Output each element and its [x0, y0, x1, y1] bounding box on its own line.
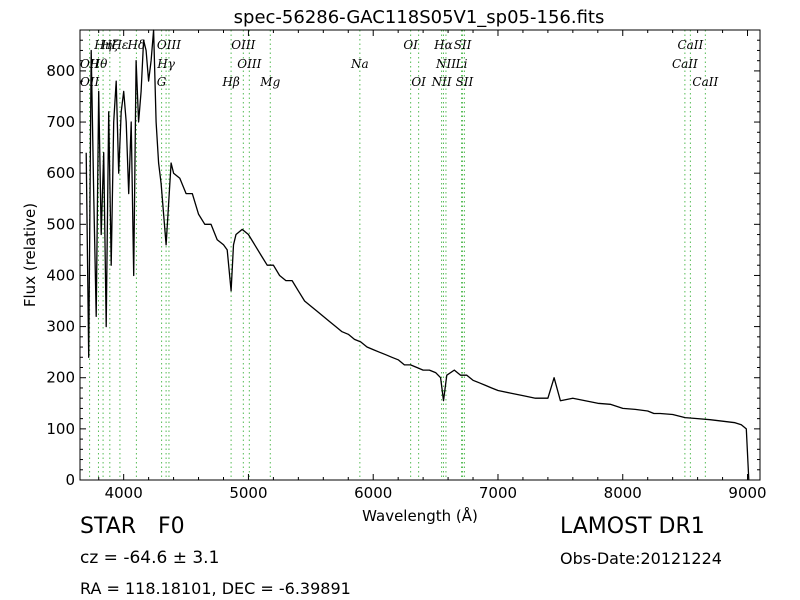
x-axis-label: Wavelength (Å): [362, 506, 478, 525]
flux-series-line: [85, 29, 750, 481]
spectral-line-label: G: [157, 75, 167, 89]
spectral-line-label: SII: [456, 75, 474, 89]
y-tick-label: 200: [46, 369, 75, 387]
spectral-line-label: Mg: [259, 75, 280, 89]
spectral-line-label: Na: [350, 57, 369, 71]
spectral-line-label: Hε: [110, 38, 128, 52]
x-tick-label: 4000: [105, 484, 143, 502]
y-tick-label: 0: [65, 471, 75, 489]
x-tick-label: 6000: [354, 484, 392, 502]
spectral-line-label: Hγ: [156, 57, 175, 71]
spectral-line-label: OIII: [237, 57, 261, 71]
spectral-line-label: SII: [454, 38, 472, 52]
y-tick-label: 300: [46, 318, 75, 336]
chart-title: spec-56286-GAC118S05V1_sp05-156.fits: [234, 7, 605, 28]
spectral-line-label: Hδ: [127, 38, 146, 52]
ra-dec-coords: RA = 118.18101, DEC = -6.39891: [80, 579, 351, 598]
x-tick-label: 5000: [229, 484, 267, 502]
spectral-line-label: NII: [431, 75, 452, 89]
spectral-line-label: OI: [403, 38, 418, 52]
y-tick-label: 600: [46, 164, 75, 182]
spectral-line-label: OII: [80, 75, 100, 89]
y-tick-label: 500: [46, 215, 75, 233]
spectral-line-label: OI: [411, 75, 426, 89]
spectral-line-markers: [89, 30, 706, 480]
y-axis-label: Flux (relative): [21, 203, 39, 307]
spectral-line-label: NII: [435, 57, 456, 71]
redshift-cz: cz = -64.6 ± 3.1: [80, 548, 220, 568]
survey-name: LAMOST DR1: [560, 514, 705, 539]
spectral-line-label: CaII: [672, 57, 698, 71]
spectral-line-label: Hβ: [221, 75, 239, 89]
spectral-line-label: CaII: [692, 75, 718, 89]
x-axis-ticks: 4000 5000 6000 7000 8000 9000: [98, 30, 767, 502]
spectral-line-label: Hθ: [89, 57, 108, 71]
spectral-line-label: CaII: [677, 38, 703, 52]
y-tick-label: 700: [46, 113, 75, 131]
y-tick-label: 800: [46, 62, 75, 80]
x-tick-label: 8000: [604, 484, 642, 502]
spectral-line-label: Li: [455, 57, 468, 71]
object-subclass: F0: [158, 514, 185, 539]
spectral-line-label: OIII: [157, 38, 181, 52]
spectral-line-label: Hα: [433, 38, 453, 52]
obs-date: Obs-Date:20121224: [560, 549, 722, 568]
plot-frame: [79, 29, 761, 481]
object-type: STAR: [80, 514, 137, 539]
x-tick-label: 7000: [479, 484, 517, 502]
x-tick-label: 9000: [728, 484, 766, 502]
spectral-line-label: OIII: [231, 38, 255, 52]
y-tick-label: 400: [46, 266, 75, 284]
spectral-line-label: Hη: [93, 38, 112, 52]
y-tick-label: 100: [46, 420, 75, 438]
spectral-line-label: OII: [80, 57, 100, 71]
y-axis-ticks: 0 100 200 300 400 500 600 700 800: [46, 39, 760, 489]
spectral-line-label: Hζ: [100, 38, 119, 52]
